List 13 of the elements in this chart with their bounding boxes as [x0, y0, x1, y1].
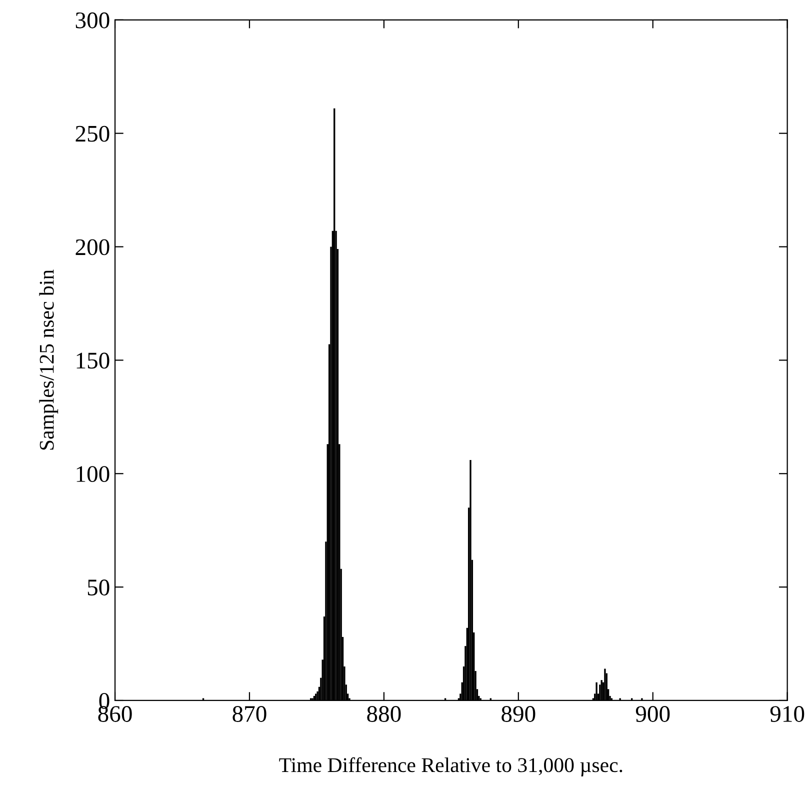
y-tick-label: 200	[76, 239, 110, 256]
x-tick-label: 870	[232, 706, 266, 722]
y-tick-label: 50	[88, 580, 110, 596]
x-axis-title: Time Difference Relative to 31,000 µsec.	[279, 757, 622, 776]
y-tick-label: 300	[76, 12, 110, 28]
x-tick-label: 910	[770, 706, 804, 722]
y-tick-label: 150	[76, 352, 110, 369]
y-tick-label: 100	[76, 466, 110, 482]
x-tick-label: 890	[502, 706, 536, 722]
x-tick-label: 900	[636, 706, 670, 722]
x-tick-label: 880	[367, 706, 401, 722]
y-axis-title: Samples/125 nsec bin	[39, 270, 58, 450]
y-tick-label: 250	[76, 126, 110, 142]
